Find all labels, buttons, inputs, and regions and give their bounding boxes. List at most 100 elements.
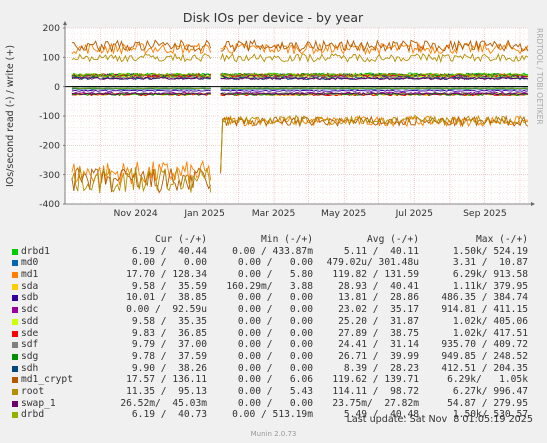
- legend-avg: 119.82 / 131.59: [332, 269, 419, 281]
- legend-cur: 9.79 / 37.00: [131, 339, 207, 351]
- legend-item-sdf: sdf 9.79 / 37.00 0.00 / 0.00 24.41 / 31.14 9…: [12, 339, 542, 351]
- legend-avg: 28.93 / 40.41: [338, 280, 419, 292]
- series-root: [71, 52, 529, 194]
- legend-max: 54.87 / 279.95: [447, 397, 528, 409]
- legend-cur: 9.83 / 36.85: [131, 327, 207, 339]
- legend-swatch: [12, 330, 18, 337]
- legend-avg: 479.02u/ 301.48u: [326, 257, 419, 269]
- legend-max: 1.50k/ 530.57: [452, 409, 528, 421]
- legend-item-sdb: sdb 10.01 / 38.85 0.00 / 0.00 13.81 / 28.86…: [12, 292, 542, 304]
- legend-min: 160.29m/ 3.88: [226, 280, 313, 292]
- series-root-write-line: [71, 52, 529, 64]
- legend-min: 0.00 / 0.00: [237, 327, 313, 339]
- legend-cur: 11.35 / 95.13: [126, 385, 207, 397]
- legend-cur: 17.57 / 136.11: [126, 374, 207, 386]
- legend-item-md1_crypt: md1_crypt 17.57 / 136.11 0.00 / 6.06 119.62…: [12, 374, 542, 386]
- legend-min: 0.00 / 0.00: [237, 362, 313, 374]
- legend-min: 0.00 / 0.00: [237, 339, 313, 351]
- legend-min: 0.00 / 513.19m: [232, 409, 313, 421]
- y-tick-label: -400: [39, 199, 60, 210]
- x-tick-label: May 2025: [321, 208, 366, 219]
- y-tick-label: 200: [42, 23, 60, 34]
- legend-cur: 9.58 / 35.59: [131, 280, 207, 292]
- y-axis-arrow: [63, 21, 67, 25]
- legend-max: 1.02k/ 417.51: [452, 327, 528, 339]
- chart-title: Disk IOs per device - by year: [183, 10, 364, 25]
- legend-avg: 25.20 / 31.87: [338, 315, 419, 327]
- legend-avg: 8.39 / 28.23: [343, 362, 419, 374]
- legend-swatch: [12, 248, 18, 255]
- legend-min: 0.00 / 433.87m: [232, 245, 313, 257]
- munin-version: Munin 2.0.73: [250, 430, 297, 438]
- legend-header: Cur (-/+) Min (-/+) Avg (-/+) Max (-/+): [12, 234, 542, 246]
- legend-item-sdg: sdg 9.78 / 37.59 0.00 / 0.00 26.71 / 39.99 9…: [12, 351, 542, 363]
- legend-cur: 17.70 / 128.34: [126, 269, 207, 281]
- legend-item-sde: sde 9.83 / 36.85 0.00 / 0.00 27.89 / 38.75 1…: [12, 328, 542, 340]
- legend-name: sdh: [21, 362, 39, 374]
- legend-max: 1.11k/ 379.95: [452, 280, 528, 292]
- series-swap_1: [71, 76, 529, 96]
- legend-name: sdc: [21, 304, 39, 316]
- legend-name: drbd: [21, 409, 45, 421]
- legend-max: 486.35 / 384.74: [441, 292, 528, 304]
- legend-swatch: [12, 400, 18, 407]
- legend-max: 6.27k/ 996.47: [452, 385, 528, 397]
- legend-cur: 0.00 / 0.00: [131, 257, 207, 269]
- last-update: Last update: Sat Nov 8 01:05:19 2025: [346, 414, 533, 425]
- legend-avg: 5.49 / 40.48: [343, 409, 419, 421]
- legend-item-sda: sda 9.58 / 35.59 160.29m/ 3.88 28.93 / 40.4…: [12, 281, 542, 293]
- legend-max: 6.29k/ 1.05k: [447, 374, 528, 386]
- legend-avg: 23.02 / 35.17: [338, 304, 419, 316]
- legend-max: 412.51 / 204.35: [441, 362, 528, 374]
- legend-avg: 5.11 / 40.11: [343, 245, 419, 257]
- series-sdh-read-line: [71, 88, 529, 90]
- legend-name: sda: [21, 280, 39, 292]
- legend-cur: 6.19 / 40.44: [131, 245, 207, 257]
- legend-swatch: [12, 318, 18, 325]
- legend-item-sdh: sdh 9.90 / 38.26 0.00 / 0.00 8.39 / 28.23 41…: [12, 363, 542, 375]
- legend-name: sdb: [21, 292, 39, 304]
- legend-cur: 0.00 / 92.59u: [126, 304, 207, 316]
- legend-name: md0: [21, 257, 39, 269]
- legend-swatch: [12, 260, 18, 267]
- legend-item-sdd: sdd 9.58 / 35.35 0.00 / 0.00 25.20 / 31.87 1…: [12, 316, 542, 328]
- legend-item-swap_1: swap_1 26.52m/ 45.03m 0.00 / 0.00 23.75m/ 2…: [12, 398, 542, 410]
- y-tick-label: 0: [54, 82, 60, 93]
- y-tick-label: 100: [42, 53, 60, 64]
- legend-cur: 10.01 / 38.85: [126, 292, 207, 304]
- legend-min: 0.00 / 5.43: [237, 385, 313, 397]
- legend-cur: 9.78 / 37.59: [131, 350, 207, 362]
- legend-min: 0.00 / 0.00: [237, 315, 313, 327]
- legend-max: 1.50k/ 524.19: [452, 245, 528, 257]
- legend-swatch: [12, 272, 18, 279]
- legend-item-md0: md0 0.00 / 0.00 0.00 / 0.00 479.02u/ 301.48…: [12, 257, 542, 269]
- chart: 200 100 0 -100 -200 -300 -400 Nov 2024 Jan 2025 M…: [5, 10, 544, 219]
- series-root-read-line: [71, 114, 529, 194]
- legend-avg: 114.11 / 98.72: [332, 385, 419, 397]
- legend-avg: 26.71 / 39.99: [338, 350, 419, 362]
- legend-name: sdg: [21, 350, 39, 362]
- legend-avg: 24.41 / 31.14: [338, 339, 419, 351]
- legend-cur: 6.19 / 40.73: [131, 409, 207, 421]
- legend-swatch: [12, 412, 18, 419]
- legend-header-max: Max (-/+): [476, 234, 528, 245]
- legend-max: 935.70 / 409.72: [441, 339, 528, 351]
- legend-rows: drbd1 6.19 / 40.44 0.00 / 433.87m 5.11 / 40…: [12, 246, 542, 421]
- legend-max: 914.81 / 411.15: [441, 304, 528, 316]
- legend-cur: 9.58 / 35.35: [131, 315, 207, 327]
- legend-min: 0.00 / 6.06: [237, 374, 313, 386]
- y-tick-label: -200: [39, 141, 60, 152]
- legend-name: md1_crypt: [21, 374, 73, 386]
- legend-item-drbd: drbd 6.19 / 40.73 0.00 / 513.19m 5.49 / 40.…: [12, 409, 542, 421]
- legend-item-md1: md1 17.70 / 128.34 0.00 / 5.80 119.82 / 131…: [12, 269, 542, 281]
- legend-cur: 26.52m/ 45.03m: [120, 397, 207, 409]
- x-axis-arrow: [531, 202, 535, 206]
- legend-header-min: Min (-/+): [261, 234, 313, 245]
- series-md1_crypt-write-line: [71, 38, 529, 54]
- x-tick-label: Mar 2025: [252, 208, 296, 219]
- x-tick-label: Jan 2025: [183, 208, 225, 219]
- legend-name: swap_1: [21, 397, 56, 409]
- legend-name: root: [21, 385, 45, 397]
- series-swap_1-read-line: [71, 92, 529, 96]
- legend-name: sdf: [21, 339, 39, 351]
